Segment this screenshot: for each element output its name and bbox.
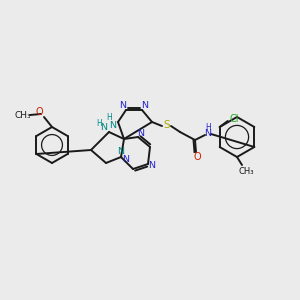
Text: Cl: Cl [230, 114, 239, 124]
Text: S: S [164, 120, 170, 130]
Text: O: O [35, 107, 43, 117]
Text: H: H [96, 118, 102, 127]
Text: N: N [137, 130, 145, 139]
Text: N: N [205, 128, 212, 137]
Text: N: N [148, 161, 155, 170]
Text: N: N [119, 100, 127, 109]
Text: O: O [193, 152, 201, 162]
Text: N: N [100, 122, 107, 131]
Text: H: H [106, 112, 112, 122]
Text: CH₃: CH₃ [238, 167, 254, 176]
Text: N: N [110, 121, 116, 130]
Text: H: H [205, 122, 211, 131]
Text: N: N [118, 148, 124, 157]
Text: CH₃: CH₃ [15, 110, 31, 119]
Text: N: N [122, 155, 130, 164]
Text: N: N [142, 100, 148, 109]
